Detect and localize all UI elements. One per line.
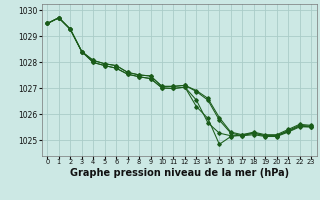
- X-axis label: Graphe pression niveau de la mer (hPa): Graphe pression niveau de la mer (hPa): [70, 168, 289, 178]
